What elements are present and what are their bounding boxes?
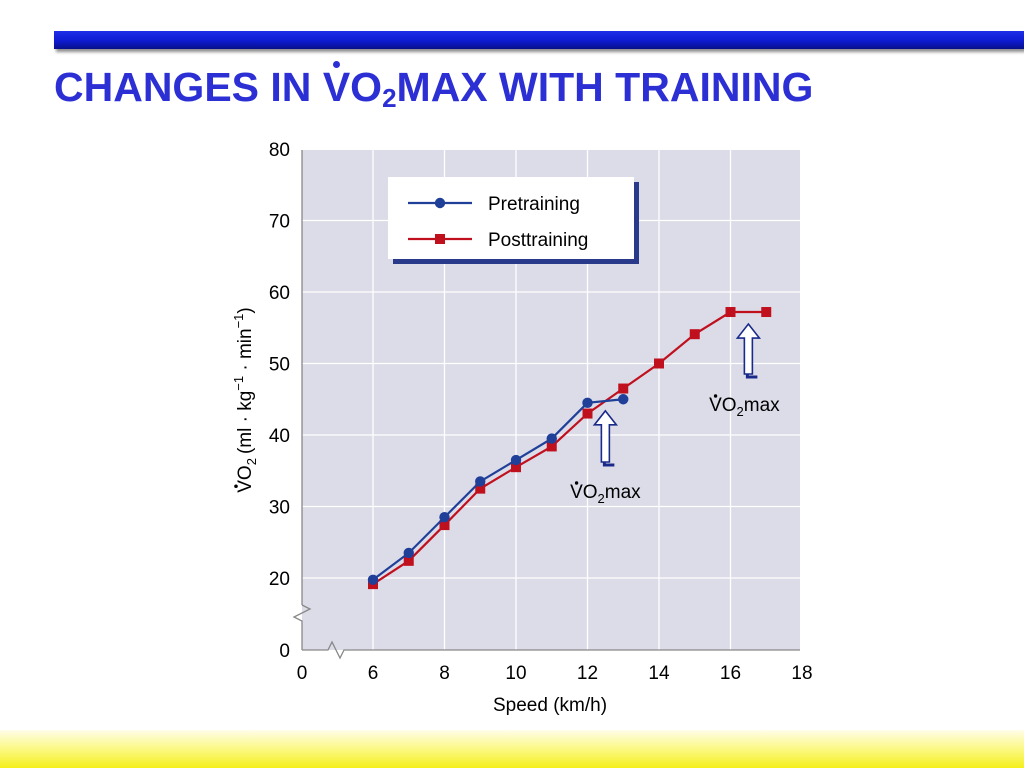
arrow-head bbox=[592, 409, 619, 463]
legend-marker-pretraining bbox=[434, 197, 446, 209]
vo2max-label-post-part: V bbox=[709, 395, 722, 416]
vo2max-label-pre: VO2max bbox=[570, 482, 641, 506]
x-tick-label: 8 bbox=[439, 663, 450, 684]
legend-marker-posttraining bbox=[435, 234, 445, 244]
slide-title: CHANGES IN VO2MAX WITH TRAINING bbox=[54, 61, 814, 113]
vo2max-label-post: VO2max bbox=[709, 395, 780, 419]
vo2max-label-pre-part: O bbox=[583, 482, 598, 503]
y-tick-label: 20 bbox=[269, 569, 290, 590]
x-tick-label: 16 bbox=[720, 663, 741, 684]
title-suffix: MAX WITH TRAINING bbox=[396, 64, 814, 110]
x-axis-title: Speed (km/h) bbox=[493, 695, 607, 716]
y-tick-label: 70 bbox=[269, 212, 290, 233]
legend-label-posttraining: Posttraining bbox=[488, 230, 588, 251]
y-axis-sub: 2 bbox=[244, 458, 259, 465]
data-point-posttraining bbox=[511, 462, 521, 473]
data-point-posttraining bbox=[689, 329, 700, 340]
legend: Pretraining Posttraining bbox=[388, 177, 639, 264]
vo2max-label-post-part: max bbox=[744, 395, 780, 416]
vo2max-label-post-part: 2 bbox=[737, 404, 744, 419]
series-layer bbox=[367, 307, 772, 590]
y-tick-label: 0 bbox=[279, 641, 290, 662]
y-axis-o: O bbox=[235, 465, 256, 480]
title-v-dot: V bbox=[322, 61, 351, 110]
y-axis-mid: · min bbox=[235, 328, 256, 376]
y-tick-label: 60 bbox=[269, 283, 290, 304]
vo2max-arrow-post bbox=[735, 322, 762, 379]
data-point-pretraining bbox=[439, 512, 450, 523]
x-tick-label: 6 bbox=[368, 663, 379, 684]
vo2max-label-post-part: O bbox=[722, 395, 737, 416]
v-dot bbox=[574, 481, 579, 485]
x-tick-label: 0 bbox=[297, 663, 308, 684]
data-point-posttraining bbox=[475, 483, 486, 494]
data-point-posttraining bbox=[761, 307, 772, 318]
tick-labels: 0 6 8 10 12 14 16 18 0 20 30 40 50 60 70 80 bbox=[269, 140, 813, 684]
y-tick-label: 30 bbox=[269, 498, 290, 519]
title-underline-bar bbox=[54, 31, 1024, 49]
vo2max-label-pre-part: max bbox=[605, 482, 641, 503]
data-point-posttraining bbox=[654, 358, 664, 369]
x-tick-label: 12 bbox=[577, 663, 598, 684]
y-axis-v: V bbox=[235, 480, 256, 493]
data-point-pretraining bbox=[546, 433, 557, 444]
data-point-posttraining bbox=[725, 307, 736, 318]
y-axis-close: ) bbox=[235, 307, 256, 313]
x-tick-label: 14 bbox=[648, 663, 670, 684]
y-axis-break bbox=[292, 604, 312, 650]
footer-band bbox=[0, 730, 1024, 768]
y-tick-label: 40 bbox=[269, 426, 290, 447]
axes bbox=[292, 150, 800, 660]
vo2max-label-pre-part: V bbox=[570, 482, 583, 503]
vo2max-arrow-pre bbox=[592, 409, 619, 467]
y-axis-units: (ml · kg bbox=[235, 391, 256, 454]
series-line-pretraining bbox=[372, 398, 624, 581]
x-tick-label: 18 bbox=[791, 663, 812, 684]
data-point-posttraining bbox=[546, 441, 557, 452]
legend-box bbox=[388, 177, 634, 259]
legend-label-pretraining: Pretraining bbox=[488, 194, 580, 215]
y-axis-exp2: −1 bbox=[231, 314, 246, 329]
data-point-posttraining bbox=[618, 383, 629, 394]
y-axis-title: VO2(ml · kg−1 · min−1) bbox=[231, 307, 259, 493]
arrow-head bbox=[735, 322, 762, 375]
y-tick-label: 80 bbox=[269, 140, 290, 161]
series-line-posttraining bbox=[372, 310, 767, 586]
data-point-pretraining bbox=[475, 476, 486, 487]
data-point-pretraining bbox=[403, 547, 414, 559]
vo2max-label-pre-part: 2 bbox=[598, 491, 605, 506]
x-axis-break bbox=[302, 640, 800, 660]
data-point-pretraining bbox=[618, 394, 629, 405]
title-prefix: CHANGES IN bbox=[54, 64, 323, 110]
x-tick-label: 10 bbox=[505, 663, 526, 684]
data-point-posttraining bbox=[439, 520, 450, 531]
y-tick-label: 50 bbox=[269, 355, 290, 376]
y-axis-v-dot bbox=[234, 484, 238, 489]
data-point-pretraining bbox=[510, 454, 522, 466]
title-subscript: 2 bbox=[382, 83, 397, 113]
y-axis-exp1: −1 bbox=[231, 376, 246, 391]
data-point-posttraining bbox=[403, 555, 414, 566]
data-point-pretraining bbox=[367, 574, 379, 585]
title-o: O bbox=[350, 64, 383, 110]
data-point-posttraining bbox=[582, 408, 593, 419]
v-dot bbox=[713, 394, 718, 398]
data-point-pretraining bbox=[582, 397, 593, 409]
